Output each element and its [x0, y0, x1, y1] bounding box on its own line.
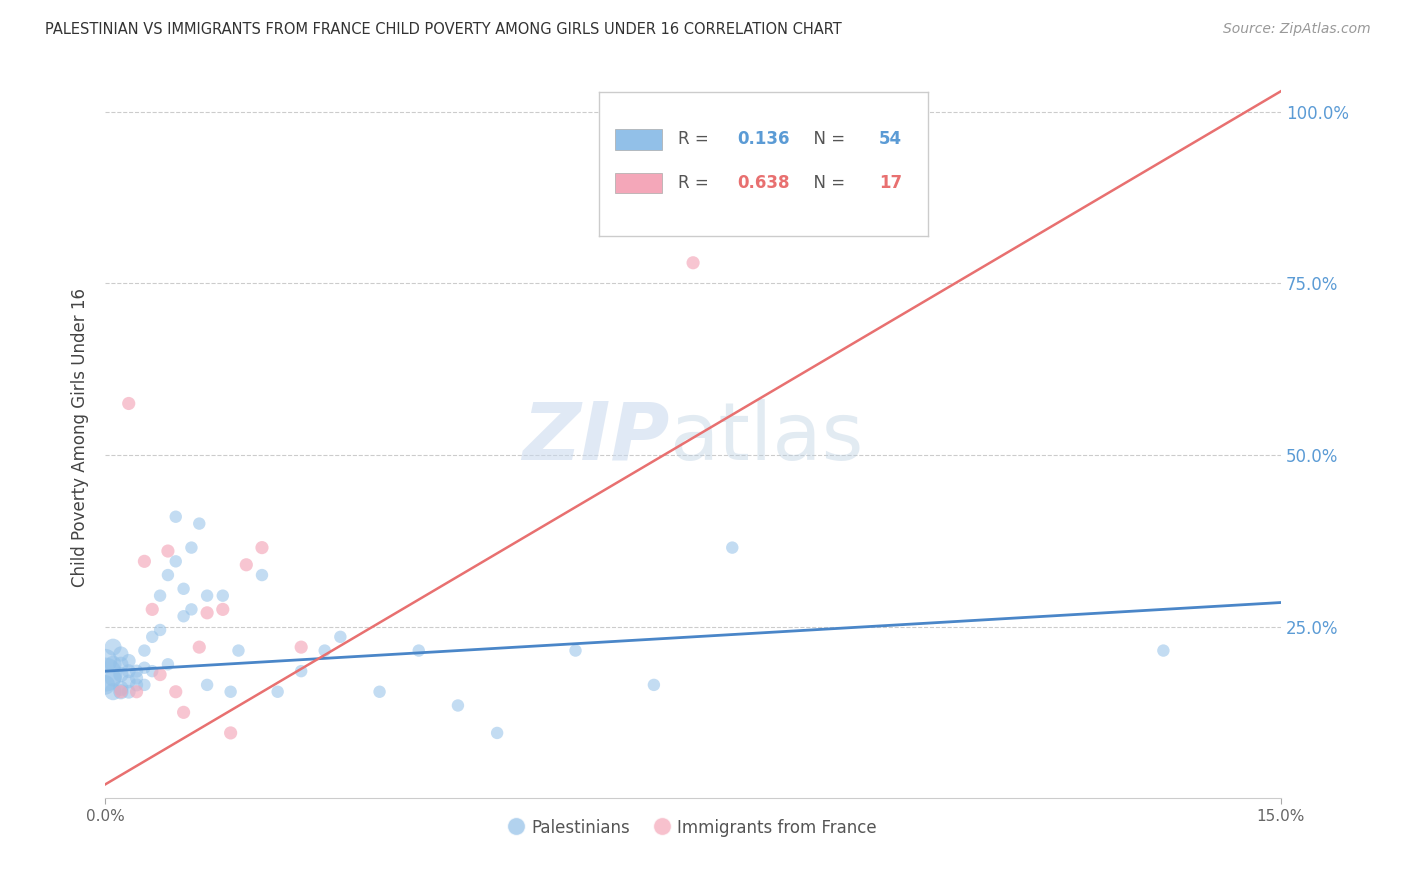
Point	[219, 726, 242, 740]
Point	[125, 678, 148, 692]
Point	[118, 654, 141, 668]
Point	[101, 671, 124, 685]
Point	[118, 674, 141, 689]
Point	[266, 685, 288, 699]
Point	[180, 602, 202, 616]
Point	[134, 554, 156, 568]
Point	[250, 541, 273, 555]
Point	[134, 661, 156, 675]
Y-axis label: Child Poverty Among Girls Under 16: Child Poverty Among Girls Under 16	[72, 288, 89, 587]
Point	[125, 664, 148, 678]
Point	[110, 657, 132, 672]
Point	[156, 568, 179, 582]
Point	[219, 685, 242, 699]
Point	[447, 698, 470, 713]
Point	[149, 589, 172, 603]
Point	[290, 640, 312, 654]
Point	[195, 678, 218, 692]
Point	[564, 643, 586, 657]
Point	[290, 664, 312, 678]
Point	[101, 657, 124, 672]
Point	[250, 568, 273, 582]
Text: Source: ZipAtlas.com: Source: ZipAtlas.com	[1223, 22, 1371, 37]
Point	[165, 554, 187, 568]
Point	[486, 726, 509, 740]
Point	[149, 623, 172, 637]
Point	[235, 558, 257, 572]
Point	[141, 602, 163, 616]
Point	[141, 630, 163, 644]
Point	[101, 685, 124, 699]
Point	[156, 657, 179, 672]
Point	[188, 516, 211, 531]
Point	[118, 685, 141, 699]
Point	[173, 706, 195, 720]
Point	[643, 678, 665, 692]
Point	[156, 544, 179, 558]
Text: PALESTINIAN VS IMMIGRANTS FROM FRANCE CHILD POVERTY AMONG GIRLS UNDER 16 CORRELA: PALESTINIAN VS IMMIGRANTS FROM FRANCE CH…	[45, 22, 842, 37]
Point	[125, 671, 148, 685]
Text: ZIP: ZIP	[522, 399, 669, 477]
Point	[149, 667, 172, 681]
Point	[368, 685, 391, 699]
Point	[110, 681, 132, 696]
Point	[101, 640, 124, 654]
Point	[228, 643, 250, 657]
Point	[195, 589, 218, 603]
Point	[314, 643, 336, 657]
Point	[118, 664, 141, 678]
Point	[173, 582, 195, 596]
Point	[329, 630, 352, 644]
Point	[408, 643, 430, 657]
Point	[173, 609, 195, 624]
Point	[134, 643, 156, 657]
Point	[125, 685, 148, 699]
Point	[211, 589, 233, 603]
Point	[118, 396, 141, 410]
Point	[110, 685, 132, 699]
Point	[188, 640, 211, 654]
Point	[165, 685, 187, 699]
Text: atlas: atlas	[669, 399, 863, 477]
Point	[134, 678, 156, 692]
Point	[141, 664, 163, 678]
Legend: Palestinians, Immigrants from France: Palestinians, Immigrants from France	[503, 812, 883, 844]
Point	[180, 541, 202, 555]
Point	[211, 602, 233, 616]
Point	[165, 509, 187, 524]
Point	[94, 678, 117, 692]
Point	[110, 685, 132, 699]
Point	[94, 667, 117, 681]
Point	[94, 654, 117, 668]
Point	[110, 667, 132, 681]
Point	[721, 541, 744, 555]
Point	[682, 256, 704, 270]
Point	[1152, 643, 1174, 657]
Point	[110, 647, 132, 661]
Point	[195, 606, 218, 620]
